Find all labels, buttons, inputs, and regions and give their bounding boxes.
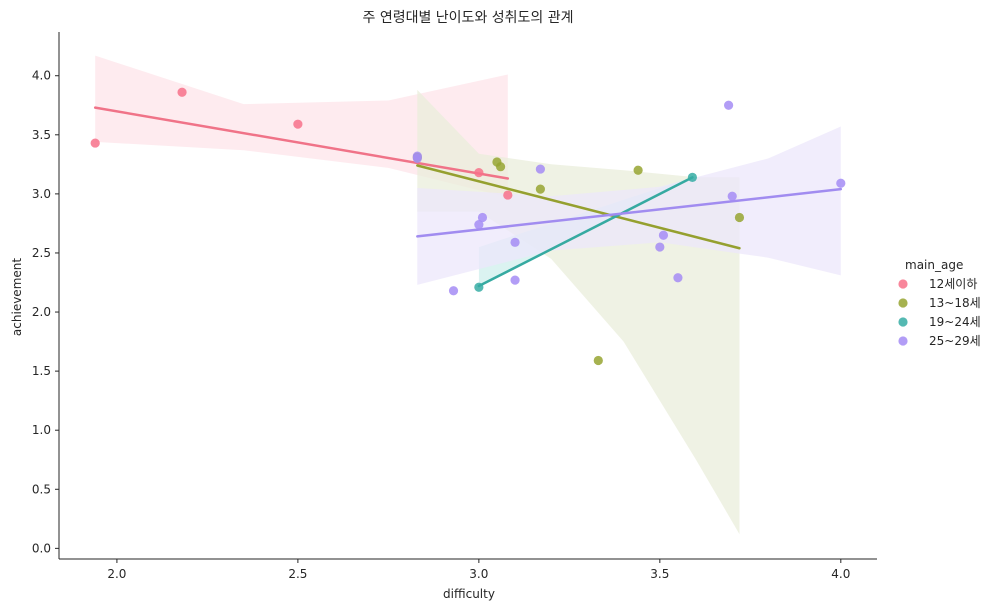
y-axis-label: achievement bbox=[10, 258, 24, 336]
series-4-point-12 bbox=[724, 100, 734, 110]
series-3-point-2 bbox=[687, 172, 698, 182]
y-tick-label-4: 1.5 bbox=[32, 364, 51, 378]
series-2-point-5 bbox=[593, 355, 603, 366]
series-1-regression-line bbox=[93, 106, 510, 180]
series-3-regression-line bbox=[477, 176, 694, 288]
y-tick-label-2: 0.5 bbox=[32, 482, 51, 496]
series-2-regression-line bbox=[416, 164, 741, 250]
series-1-point-3 bbox=[293, 119, 303, 129]
y-tick-label-3: 1.0 bbox=[32, 423, 51, 437]
x-tick-label-2: 2.5 bbox=[288, 567, 307, 581]
series-2-confidence-band bbox=[417, 89, 740, 535]
series-4-point-7 bbox=[510, 275, 520, 285]
data-points bbox=[90, 87, 846, 366]
legend-label-2: 13~18세 bbox=[929, 296, 981, 310]
legend-marker-2 bbox=[898, 298, 908, 308]
y-tick-label-7: 3.0 bbox=[32, 187, 51, 201]
x-tick-label-3: 3.0 bbox=[469, 567, 488, 581]
legend-marker-4 bbox=[898, 336, 908, 346]
series-4-point-5 bbox=[477, 212, 488, 223]
legend-title: main_age bbox=[905, 258, 963, 272]
legend-label-1: 12세이하 bbox=[929, 277, 977, 291]
x-axis-label: difficulty bbox=[443, 587, 495, 601]
x-tick-label-4: 3.5 bbox=[650, 567, 669, 581]
series-3-point-1 bbox=[474, 282, 484, 292]
series-4-point-11 bbox=[673, 273, 683, 283]
y-tick-label-9: 4.0 bbox=[32, 69, 51, 83]
y-tick-label-1: 0.0 bbox=[32, 541, 51, 555]
series-4-regression-line bbox=[416, 187, 843, 238]
series-1-point-4 bbox=[474, 168, 484, 178]
x-tick-label-5: 4.0 bbox=[831, 567, 850, 581]
x-tick-label-1: 2.0 bbox=[107, 567, 126, 581]
series-1-point-5 bbox=[503, 190, 513, 200]
series-1-point-1 bbox=[90, 138, 100, 148]
series-4-point-2 bbox=[412, 153, 422, 164]
chart-title: 주 연령대별 난이도와 성취도의 관계 bbox=[363, 10, 574, 26]
series-4-point-9 bbox=[655, 242, 665, 252]
series-4-point-10 bbox=[658, 230, 669, 240]
axes: 2.0 2.5 3.0 3.5 4.0 0.0 0.5 1.0 1.5 2.0 2.5 3.0 3.5 4… bbox=[32, 32, 877, 581]
regression-lines bbox=[93, 106, 843, 288]
y-tick-label-8: 3.5 bbox=[32, 128, 51, 142]
series-4-point-6 bbox=[510, 237, 520, 247]
series-4-confidence-band bbox=[417, 126, 841, 285]
legend-label-4: 25~29세 bbox=[929, 334, 981, 348]
series-4-point-3 bbox=[448, 286, 459, 296]
series-4-point-13 bbox=[727, 191, 737, 201]
series-2-point-7 bbox=[734, 212, 745, 223]
series-2-point-3 bbox=[495, 162, 506, 172]
legend: main_age 12세이하 13~18세 19~24세 25~29세 bbox=[898, 258, 981, 348]
series-2-point-6 bbox=[633, 165, 643, 175]
series-4-point-8 bbox=[535, 164, 545, 174]
series-4-point-4 bbox=[474, 220, 484, 230]
y-tick-label-6: 2.5 bbox=[32, 246, 51, 260]
y-tick-label-5: 2.0 bbox=[32, 305, 51, 319]
series-1-point-2 bbox=[177, 87, 187, 97]
legend-marker-3 bbox=[898, 317, 908, 327]
legend-label-3: 19~24세 bbox=[929, 315, 981, 329]
legend-marker-1 bbox=[898, 279, 908, 289]
series-4-point-14 bbox=[836, 178, 846, 188]
series-2-point-4 bbox=[535, 184, 545, 194]
